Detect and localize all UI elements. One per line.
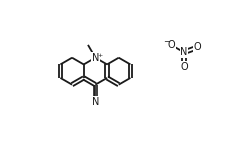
Text: N: N [91, 97, 99, 107]
Text: +: + [97, 52, 102, 57]
Text: −: − [163, 38, 170, 47]
Text: N: N [91, 53, 99, 63]
Text: O: O [167, 40, 174, 50]
Text: O: O [179, 62, 187, 72]
Text: O: O [193, 42, 201, 52]
Text: N: N [179, 47, 187, 57]
